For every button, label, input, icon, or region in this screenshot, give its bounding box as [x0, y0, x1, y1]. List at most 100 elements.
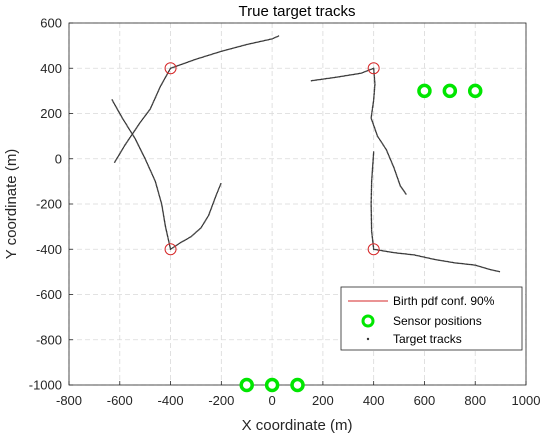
track-point: [128, 137, 130, 140]
y-axis-ticks: -1000 -800 -600 -400 -200 0 200 400 600: [29, 16, 73, 393]
track-point: [370, 196, 373, 199]
track-point: [206, 216, 208, 219]
track-point: [392, 164, 394, 167]
track-point: [115, 107, 118, 109]
track-point: [159, 198, 162, 200]
track-point: [372, 99, 375, 101]
track-point: [141, 118, 144, 121]
track-point: [219, 184, 222, 186]
track-point: [313, 79, 315, 82]
track-point: [276, 35, 278, 38]
track-point: [371, 166, 374, 169]
track-point: [371, 170, 374, 172]
track-point: [265, 39, 267, 41]
track-point: [353, 73, 356, 75]
track-point: [399, 252, 402, 255]
track-point: [113, 161, 116, 163]
x-axis-title: X coordinate (m): [242, 417, 353, 434]
track-point: [158, 89, 160, 91]
track-point: [257, 41, 259, 43]
track-point: [388, 156, 391, 158]
track-point: [123, 145, 125, 148]
track-point: [373, 80, 376, 83]
track-point: [127, 127, 130, 129]
track-point: [194, 232, 196, 234]
track-point: [155, 184, 158, 186]
track-point: [232, 47, 234, 49]
track-point: [166, 235, 169, 238]
track-point: [332, 76, 334, 79]
target-track: [113, 68, 171, 163]
track-point: [405, 253, 408, 255]
track-point: [347, 74, 350, 77]
track-point: [161, 207, 164, 209]
track-point: [373, 68, 375, 71]
x-tick-label: -600: [107, 393, 133, 408]
track-point: [165, 230, 168, 233]
track-point: [373, 91, 376, 93]
track-point: [124, 144, 126, 146]
track-point: [118, 154, 120, 157]
track-point: [126, 125, 128, 127]
track-point: [426, 256, 428, 259]
track-point: [198, 228, 200, 231]
track-point: [492, 269, 494, 271]
track-point: [390, 251, 393, 253]
track-point: [164, 76, 167, 79]
track-point: [438, 259, 441, 262]
track-point: [137, 123, 140, 126]
track-point: [371, 236, 374, 239]
track-point: [372, 156, 375, 158]
track-point: [138, 145, 140, 148]
track-point: [200, 227, 202, 229]
track-point: [215, 195, 217, 197]
track-point: [151, 103, 154, 105]
track-point: [196, 230, 198, 233]
track-point: [370, 211, 373, 213]
track-point: [385, 250, 388, 253]
track-point: [193, 233, 195, 235]
track-point: [196, 58, 198, 60]
track-point: [118, 111, 120, 114]
track-point: [441, 259, 443, 262]
track-point: [334, 76, 337, 79]
track-point: [317, 79, 319, 81]
track-point: [259, 40, 262, 43]
track-point: [380, 249, 383, 252]
track-point: [160, 84, 162, 86]
track-point: [373, 89, 376, 92]
track-point: [371, 238, 374, 240]
track-point: [273, 36, 276, 39]
track-point: [140, 119, 143, 122]
x-tick-label: 800: [464, 393, 486, 408]
track-point: [137, 143, 139, 145]
track-point: [376, 134, 378, 136]
track-point: [169, 247, 172, 249]
track-point: [191, 235, 193, 237]
track-point: [373, 125, 375, 128]
track-point: [371, 109, 373, 112]
track-point: [494, 269, 497, 272]
track-point: [489, 268, 492, 271]
track-point: [115, 159, 117, 161]
track-point: [152, 101, 155, 103]
track-point: [215, 52, 218, 54]
track-point: [243, 44, 245, 46]
track-point: [413, 254, 416, 256]
track-point: [156, 186, 158, 189]
x-tick-label: 1000: [512, 393, 541, 408]
track-point: [143, 155, 145, 158]
track-point: [159, 199, 162, 201]
track-point: [147, 110, 150, 112]
track-point: [375, 132, 378, 135]
track-point: [395, 252, 398, 254]
track-point: [212, 52, 215, 55]
track-point: [388, 251, 390, 253]
track-point: [315, 79, 318, 81]
track-point: [373, 96, 375, 99]
track-point: [165, 229, 168, 232]
track-point: [212, 202, 214, 205]
track-point: [142, 154, 145, 157]
track-point: [322, 78, 324, 80]
track-point: [374, 129, 377, 131]
